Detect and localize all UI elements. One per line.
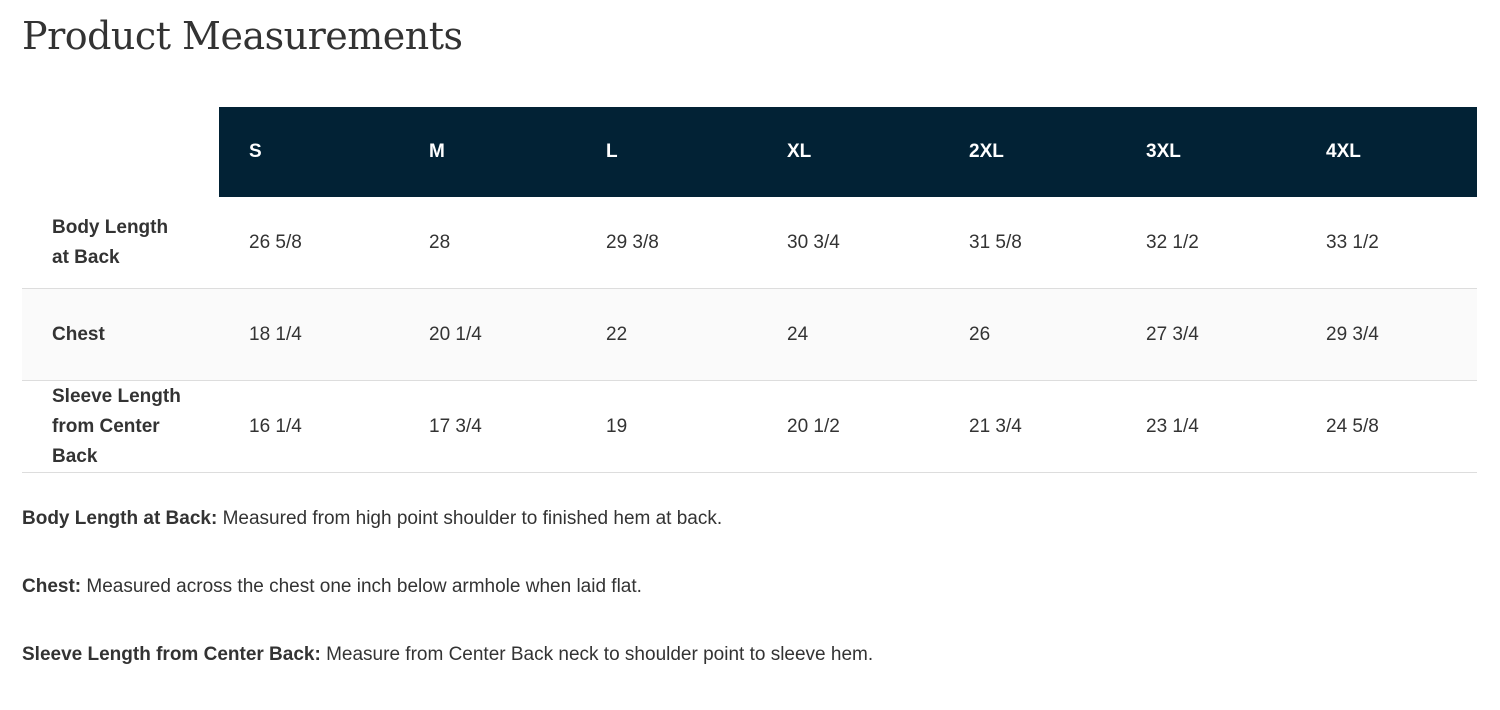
measurement-cell: 29 3/4 (1296, 288, 1477, 381)
measurement-cell: 29 3/8 (576, 197, 757, 289)
size-header: M (399, 107, 576, 197)
size-header: XL (757, 107, 939, 197)
measurement-cell: 26 (939, 288, 1116, 381)
table-row: Sleeve Length from Center Back 16 1/4 17 3… (22, 380, 1477, 473)
header-row: S M L XL 2XL 3XL 4XL (22, 107, 1477, 197)
table-row: Body Length at Back 26 5/8 28 29 3/8 30 3/4 3… (22, 197, 1477, 289)
note-term: Body Length at Back: (22, 508, 218, 529)
size-header: L (576, 107, 757, 197)
size-header: 4XL (1296, 107, 1477, 197)
measurement-notes: Body Length at Back: Measured from high … (22, 506, 873, 710)
measurement-cell: 19 (576, 380, 757, 473)
size-header: 2XL (939, 107, 1116, 197)
note-text: Measured across the chest one inch below… (81, 576, 642, 597)
measurement-cell: 18 1/4 (219, 288, 399, 381)
note-body-length: Body Length at Back: Measured from high … (22, 506, 873, 532)
size-header: 3XL (1116, 107, 1296, 197)
row-label: Sleeve Length from Center Back (22, 380, 219, 473)
measurement-cell: 17 3/4 (399, 380, 576, 473)
measurement-cell: 22 (576, 288, 757, 381)
size-header: S (219, 107, 399, 197)
measurement-cell: 33 1/2 (1296, 197, 1477, 289)
measurement-cell: 31 5/8 (939, 197, 1116, 289)
measurement-cell: 26 5/8 (219, 197, 399, 289)
note-text: Measured from high point shoulder to fin… (217, 508, 723, 529)
note-text: Measure from Center Back neck to shoulde… (320, 644, 874, 665)
measurement-cell: 30 3/4 (757, 197, 939, 289)
measurement-cell: 27 3/4 (1116, 288, 1296, 381)
measurement-cell: 21 3/4 (939, 380, 1116, 473)
table-row: Chest 18 1/4 20 1/4 22 24 26 27 3/4 29 3/4 (22, 288, 1477, 381)
measurement-cell: 32 1/2 (1116, 197, 1296, 289)
note-sleeve-length: Sleeve Length from Center Back: Measure … (22, 642, 873, 668)
measurement-cell: 20 1/4 (399, 288, 576, 381)
measurement-cell: 28 (399, 197, 576, 289)
note-chest: Chest: Measured across the chest one inc… (22, 574, 873, 600)
page-title: Product Measurements (22, 14, 463, 58)
size-chart-table: S M L XL 2XL 3XL 4XL Body Length at Back… (22, 107, 1477, 473)
corner-cell (22, 107, 219, 197)
row-label: Body Length at Back (22, 197, 219, 289)
row-label: Chest (22, 288, 219, 381)
measurement-cell: 24 (757, 288, 939, 381)
measurement-cell: 16 1/4 (219, 380, 399, 473)
measurement-cell: 24 5/8 (1296, 380, 1477, 473)
note-term: Chest: (22, 576, 82, 597)
measurement-cell: 23 1/4 (1116, 380, 1296, 473)
measurement-cell: 20 1/2 (757, 380, 939, 473)
note-term: Sleeve Length from Center Back: (22, 644, 321, 665)
